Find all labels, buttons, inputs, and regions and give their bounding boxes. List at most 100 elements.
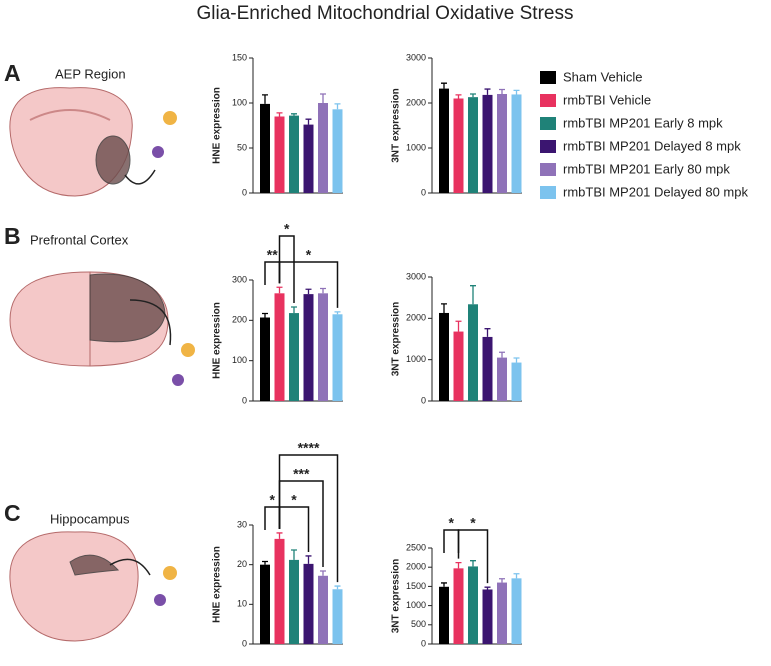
error-bar (484, 328, 491, 337)
bar (453, 331, 464, 401)
bar (303, 563, 314, 644)
legend-swatch (540, 71, 556, 84)
error-bar (455, 94, 462, 99)
legend-swatch (540, 163, 556, 176)
significance-label: ** (267, 247, 278, 263)
y-tick-label: 500 (411, 619, 426, 629)
panel-letter: C (4, 500, 21, 526)
legend-swatch (540, 94, 556, 107)
legend-swatch (540, 117, 556, 130)
error-bar (499, 578, 505, 583)
y-tick-label: 2000 (406, 562, 426, 572)
error-bar (499, 88, 505, 94)
legend-label: rmbTBI MP201 Delayed 8 mpk (563, 138, 741, 153)
bar (453, 568, 464, 644)
y-tick-label: 30 (237, 519, 247, 529)
error-bar (276, 532, 283, 539)
y-tick-label: 3000 (406, 271, 426, 281)
significance-label: * (470, 515, 476, 531)
significance-label: *** (293, 466, 310, 482)
error-bar (305, 118, 312, 125)
y-tick-label: 0 (242, 638, 247, 648)
y-tick-label: 2000 (406, 97, 426, 107)
panel-letter: A (4, 60, 21, 86)
bar (260, 103, 270, 193)
error-bar (334, 311, 341, 315)
y-tick-label: 200 (232, 315, 247, 325)
legend-swatch (540, 140, 556, 153)
brain-illustration-b (9, 271, 195, 386)
error-bar (470, 285, 476, 305)
bar (439, 312, 449, 401)
error-bar (320, 570, 326, 576)
bar (318, 103, 328, 193)
legend-label: Sham Vehicle (563, 69, 643, 84)
error-bar (262, 94, 268, 104)
y-tick-label: 100 (232, 355, 247, 365)
bar (511, 362, 522, 401)
y-tick-label: 100 (232, 97, 247, 107)
y-tick-label: 1500 (406, 581, 426, 591)
significance-label: * (284, 221, 290, 237)
error-bar (276, 112, 283, 117)
bar (468, 97, 478, 193)
significance-bracket (457, 529, 489, 584)
significance-bracket (264, 506, 281, 530)
significance-label: **** (298, 440, 320, 456)
significance-bracket (278, 480, 324, 568)
y-axis-label: 3NT expression (391, 88, 402, 162)
legend-label: rmbTBI MP201 Early 80 mpk (563, 161, 730, 176)
bar (274, 538, 285, 644)
error-bar (499, 351, 505, 358)
y-tick-label: 0 (242, 187, 247, 197)
error-bar (334, 103, 341, 110)
error-bar (291, 306, 297, 314)
y-axis-label: HNE expression (212, 87, 223, 164)
y-tick-label: 0 (242, 395, 247, 405)
y-axis-label: HNE expression (212, 302, 223, 379)
bar (468, 304, 478, 401)
legend-label: rmbTBI Vehicle (563, 92, 651, 107)
significance-bracket (264, 261, 281, 285)
error-bar (305, 288, 312, 295)
y-tick-label: 50 (237, 142, 247, 152)
error-bar (441, 582, 447, 587)
y-tick-label: 0 (421, 395, 426, 405)
significance-label: * (449, 515, 455, 531)
error-bar (455, 320, 462, 332)
bar (260, 564, 270, 644)
error-bar (470, 560, 476, 567)
error-bar (441, 82, 447, 89)
significance-label: * (291, 492, 297, 508)
y-tick-label: 0 (421, 638, 426, 648)
significance-bracket (278, 454, 339, 583)
brain-illustration-c (9, 531, 177, 642)
bar (303, 124, 314, 193)
bar (497, 357, 507, 401)
region-label: Prefrontal Cortex (30, 232, 129, 247)
error-bar (470, 93, 476, 98)
legend-swatch (540, 186, 556, 199)
bar (511, 578, 522, 644)
error-bar (320, 287, 326, 294)
bar (468, 566, 478, 644)
bar (332, 589, 343, 644)
y-tick-label: 10 (237, 599, 247, 609)
y-tick-label: 3000 (406, 52, 426, 62)
bar (497, 582, 507, 644)
error-bar (291, 113, 297, 116)
y-tick-label: 20 (237, 559, 247, 569)
bar (289, 115, 299, 193)
error-bar (513, 357, 520, 363)
bar (439, 586, 449, 644)
bar (497, 94, 507, 193)
y-axis-label: HNE expression (212, 546, 223, 623)
bar (482, 589, 493, 644)
region-label: AEP Region (55, 66, 126, 81)
bar (260, 317, 270, 401)
y-tick-label: 0 (421, 187, 426, 197)
error-bar (513, 89, 520, 95)
y-tick-label: 1000 (406, 142, 426, 152)
bar (289, 559, 299, 644)
error-bar (484, 586, 491, 590)
